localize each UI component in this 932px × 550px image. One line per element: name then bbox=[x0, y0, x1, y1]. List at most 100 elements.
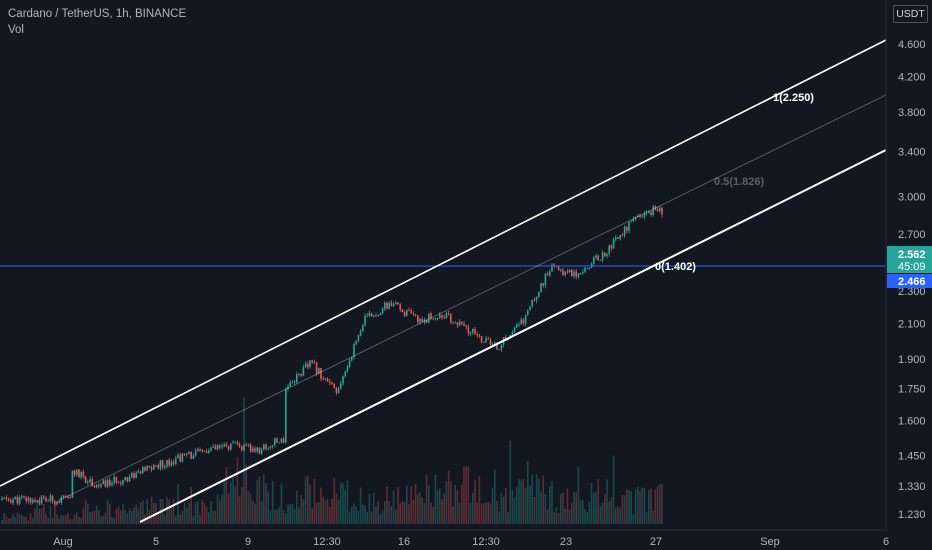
candle-body bbox=[573, 271, 575, 277]
candle-body bbox=[465, 325, 467, 328]
volume-bar bbox=[183, 502, 186, 524]
candle-body bbox=[454, 322, 456, 324]
candle-body bbox=[300, 374, 302, 376]
price-tick-label: 3.400 bbox=[898, 147, 926, 159]
candle-body bbox=[619, 234, 621, 239]
candle-body bbox=[381, 308, 384, 314]
candle-body bbox=[56, 501, 58, 505]
volume-bar bbox=[175, 516, 177, 524]
candle-body bbox=[401, 309, 404, 313]
candle-body bbox=[54, 501, 56, 505]
candle-body bbox=[12, 499, 14, 504]
candle-body bbox=[109, 479, 111, 486]
channel-line[interactable] bbox=[59, 94, 887, 501]
candle-body bbox=[535, 296, 538, 301]
channel-line[interactable] bbox=[139, 149, 887, 523]
volume-bar bbox=[359, 487, 362, 524]
candle-body bbox=[472, 329, 474, 333]
candle-body bbox=[144, 467, 146, 471]
time-tick-label: 12:30 bbox=[313, 536, 341, 548]
volume-bar bbox=[423, 503, 426, 524]
volume-bar bbox=[628, 489, 630, 524]
candle-body bbox=[192, 455, 195, 459]
time-tick-label: 9 bbox=[245, 536, 251, 548]
candle-body bbox=[661, 207, 663, 215]
candle-body bbox=[177, 455, 179, 458]
currency-unit-button[interactable]: USDT bbox=[893, 5, 928, 23]
volume-bar bbox=[109, 503, 111, 524]
volume-bar bbox=[450, 481, 452, 524]
candle-body bbox=[659, 207, 661, 212]
candle-body bbox=[175, 457, 177, 464]
candle-body bbox=[227, 446, 230, 450]
candle-body bbox=[133, 473, 135, 479]
volume-bar bbox=[58, 518, 60, 524]
volume-bar bbox=[516, 486, 518, 524]
volume-bar bbox=[410, 486, 412, 524]
candle-body bbox=[540, 283, 542, 293]
candle-body bbox=[313, 362, 316, 363]
volume-bar bbox=[232, 477, 234, 524]
volume-bar bbox=[168, 499, 170, 524]
candle-body bbox=[388, 302, 390, 309]
symbol-title[interactable]: Cardano / TetherUS, 1h, BINANCE bbox=[8, 8, 187, 20]
candle-body bbox=[489, 339, 492, 345]
candle-body bbox=[353, 343, 355, 357]
price-tick-label: 2.700 bbox=[898, 229, 926, 241]
candle-body bbox=[485, 338, 487, 343]
candle-body bbox=[155, 465, 157, 466]
volume-bar bbox=[146, 498, 148, 524]
candle-body bbox=[199, 449, 201, 450]
volume-bar bbox=[320, 487, 322, 524]
volume-bar bbox=[447, 470, 450, 524]
volume-bar bbox=[386, 486, 388, 524]
price-scale[interactable]: 4.600 4.200 3.800 3.400 3.000 2.700 2.300 2.100… bbox=[898, 39, 926, 521]
candle-body bbox=[595, 255, 597, 258]
candle-body bbox=[73, 471, 76, 475]
candle-body bbox=[100, 484, 102, 487]
volume-bar bbox=[254, 503, 256, 524]
volume-bar bbox=[287, 504, 289, 524]
candle-body bbox=[265, 444, 267, 449]
volume-bar bbox=[568, 509, 571, 524]
candle-body bbox=[282, 438, 285, 443]
candle-body bbox=[197, 449, 199, 451]
candle-body bbox=[344, 371, 346, 377]
candle-body bbox=[516, 324, 518, 328]
volume-bar bbox=[571, 502, 573, 524]
volume-bar bbox=[344, 489, 346, 524]
volume-bar bbox=[348, 511, 351, 524]
volume-bar bbox=[502, 496, 505, 524]
time-scale[interactable]: Aug 5 9 12:30 16 12:30 23 27 Sep 6 bbox=[53, 536, 889, 548]
volume-bar bbox=[190, 487, 192, 524]
candle-body bbox=[337, 388, 340, 393]
candle-body bbox=[254, 448, 256, 452]
volume-bar bbox=[91, 511, 93, 524]
volume-bar bbox=[553, 511, 555, 524]
candle-body bbox=[568, 269, 571, 273]
fib-channel[interactable]: 1(2.250) 0.5(1.826) 0(1.402) bbox=[0, 39, 887, 523]
volume-bar bbox=[214, 510, 217, 524]
volume-bar bbox=[23, 516, 25, 524]
volume-indicator-label[interactable]: Vol bbox=[8, 24, 24, 36]
candle-body bbox=[414, 314, 417, 316]
volume-bar bbox=[300, 494, 302, 524]
candle-body bbox=[71, 471, 74, 498]
volume-bar bbox=[408, 504, 410, 524]
volume-bar bbox=[381, 510, 384, 524]
last-price-badge bbox=[887, 246, 932, 273]
candle-body bbox=[533, 299, 536, 301]
candle-body bbox=[58, 501, 60, 503]
volume-bar bbox=[203, 503, 206, 524]
volume-bar bbox=[258, 476, 261, 524]
candle-body bbox=[419, 319, 421, 323]
volume-bar bbox=[192, 515, 195, 524]
volume-bar bbox=[12, 513, 14, 524]
channel-line[interactable] bbox=[0, 39, 887, 487]
candle-body bbox=[219, 445, 221, 448]
candle-body bbox=[518, 324, 520, 326]
volume-bar bbox=[483, 503, 485, 524]
candle-body bbox=[322, 378, 324, 380]
